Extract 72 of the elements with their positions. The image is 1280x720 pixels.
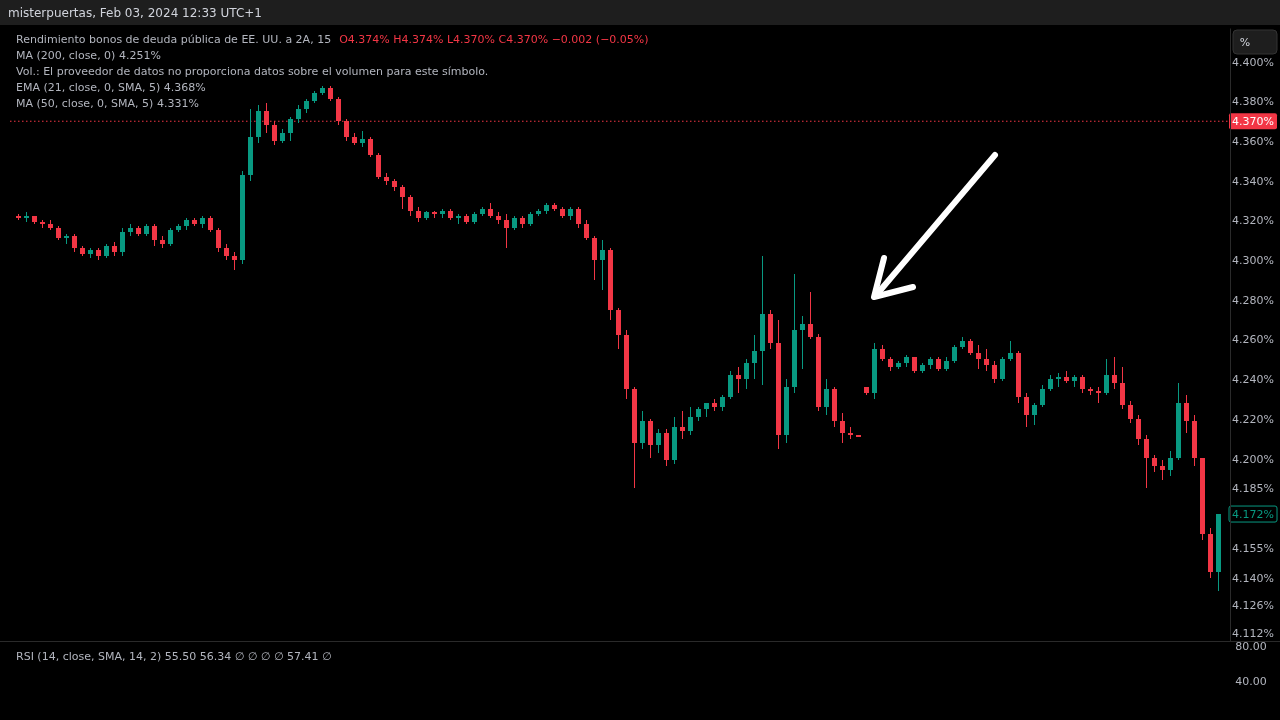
- y-tick-label: 4.140%: [1232, 571, 1274, 585]
- text: misterpuertas, Feb 03, 2024 12:33 UTC+1: [8, 6, 262, 20]
- candlestick: [1128, 400, 1133, 424]
- y-tick-label: 4.260%: [1232, 333, 1274, 347]
- candlestick: [368, 136, 373, 158]
- candlestick: [992, 360, 997, 384]
- candlestick: [1104, 358, 1109, 396]
- y-tick-label: 4.400%: [1232, 55, 1274, 69]
- annotation: MA (200, close, 0) 4.251%: [16, 49, 161, 62]
- candlestick: [824, 378, 829, 416]
- candlestick: [840, 412, 845, 444]
- candlestick: [680, 410, 685, 440]
- candlestick: [1000, 356, 1005, 382]
- candlestick: [216, 227, 221, 253]
- candlestick: [1032, 402, 1037, 426]
- y-tick-label: 4.240%: [1232, 373, 1274, 387]
- candlestick: [736, 366, 741, 394]
- candlestick: [728, 370, 733, 400]
- candlestick: [648, 418, 653, 459]
- candlestick: [1120, 366, 1125, 410]
- candlestick: [400, 184, 405, 210]
- y-tick-label: 4.360%: [1232, 135, 1274, 149]
- candlestick: [576, 206, 581, 229]
- text: Rendimiento bonos de deuda pública de EE. UU. a 2A, 15: [16, 33, 332, 46]
- annotation: MA (50, close, 0, SMA, 5) 4.331%: [16, 97, 199, 110]
- candlestick: [808, 291, 813, 340]
- y-tick-label: 4.126%: [1232, 599, 1274, 613]
- text: 40.00: [1235, 675, 1267, 688]
- candlestick: [120, 227, 125, 257]
- candlestick: [592, 235, 597, 281]
- y-tick-label: 4.155%: [1232, 541, 1274, 555]
- text: 80.00: [1235, 640, 1267, 653]
- candlestick: [984, 348, 989, 372]
- y-tick-label: 4.220%: [1232, 412, 1274, 426]
- y-tick-label: 4.112%: [1232, 627, 1274, 641]
- y-tick-label: 4.172%: [1232, 508, 1274, 522]
- candlestick: [1024, 392, 1029, 428]
- candlestick: [1112, 356, 1117, 390]
- candlestick: [976, 344, 981, 370]
- candlestick: [600, 239, 605, 291]
- candlestick: [800, 315, 805, 370]
- y-tick-label: 4.200%: [1232, 452, 1274, 466]
- candlestick: [408, 194, 413, 217]
- percent-button: %: [1232, 29, 1278, 55]
- candlestick: [1144, 434, 1149, 489]
- candlestick: [1168, 450, 1173, 477]
- y-tick-label: 4.185%: [1232, 482, 1274, 496]
- candlestick: [288, 116, 293, 142]
- candlestick: [640, 410, 645, 450]
- candlestick: [152, 223, 157, 247]
- candlestick: [1160, 459, 1165, 481]
- candlestick: [688, 406, 693, 436]
- annotation: EMA (21, close, 0, SMA, 5) 4.368%: [16, 81, 206, 94]
- candlestick: [376, 152, 381, 180]
- annotation: O4.374% H4.374% L4.370% C4.370% −0.002 (−0.05%): [339, 33, 649, 46]
- candlestick: [1184, 394, 1189, 434]
- y-tick-label: 4.340%: [1232, 174, 1274, 188]
- y-tick-label: 4.320%: [1232, 214, 1274, 228]
- candlestick: [504, 213, 509, 249]
- candlestick: [584, 219, 589, 241]
- candlestick: [752, 334, 757, 380]
- ref-line-label: 4.370%: [1232, 115, 1274, 129]
- text: RSI (14, close, SMA, 14, 2) 55.50 56.34 ∅ ∅ ∅ ∅ 57.41 ∅: [16, 650, 332, 663]
- y-tick-label: 4.280%: [1232, 293, 1274, 307]
- candlestick: [1008, 340, 1013, 362]
- candlestick: [656, 428, 661, 454]
- y-tick-label: 4.380%: [1232, 95, 1274, 109]
- candlestick: [1136, 414, 1141, 446]
- annotation: Vol.: El proveedor de datos no proporciona datos sobre el volumen para este símbolo.: [16, 65, 489, 78]
- y-tick-label: 4.300%: [1232, 254, 1274, 268]
- candlestick: [1040, 384, 1045, 408]
- candlestick: [744, 358, 749, 390]
